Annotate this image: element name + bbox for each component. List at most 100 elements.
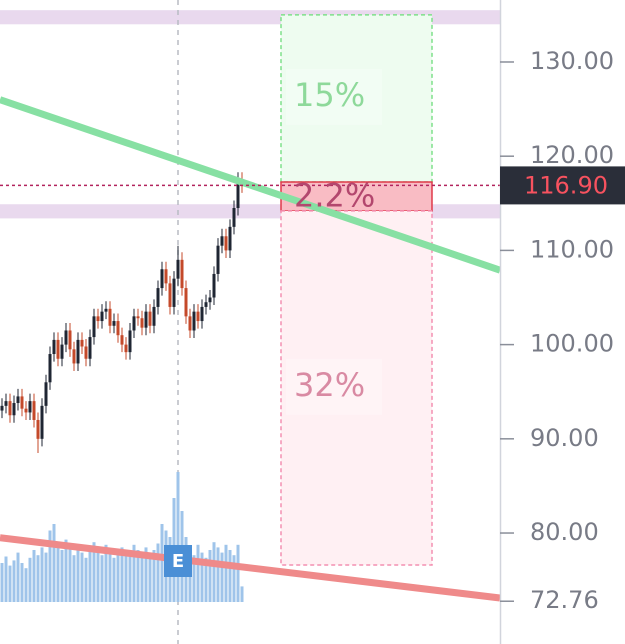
candle-body [72,349,76,364]
volume-bar [112,557,116,602]
volume-bar [136,550,140,602]
volume-bar [80,552,84,602]
y-tick-label: 120.00 [530,141,614,169]
volume-bar [232,555,236,602]
volume-bar [160,524,164,602]
candle-body [236,179,240,209]
volume-bar [192,555,196,602]
volume-bar [60,550,64,602]
volume-bar [100,555,104,602]
candle-body [84,346,88,359]
volume-bar [152,550,156,602]
volume-bar [32,550,36,602]
volume-bar [16,552,20,602]
volume-bar [36,555,40,602]
candle-body [108,308,112,326]
candle-body [156,288,160,307]
volume-bar [56,543,60,602]
volume-bar [96,550,100,602]
position-label: 32% [294,366,365,404]
position-box [280,210,433,566]
volume-bar [176,472,180,602]
volume-bar [68,544,72,602]
candle-body [36,419,40,439]
trendline [0,96,502,274]
candle-body [68,330,72,350]
volume-bar [84,557,88,602]
volume-bar [220,552,224,602]
candle-body [80,339,84,347]
candle-body [164,269,168,284]
candle-body [180,259,184,289]
label-backdrop [286,68,382,125]
candle-body [28,401,32,413]
candle-body [64,330,68,345]
volume-bar [224,544,228,602]
candle-body [168,283,172,307]
candle-body [176,259,180,279]
volume-bar [40,547,44,602]
volume-bar [128,552,132,602]
candle-body [216,245,220,274]
candle-body [16,396,20,404]
candle-body [60,344,64,359]
volume-bar [144,547,148,602]
y-tick-label: 90.00 [530,424,599,452]
volume-bar [108,552,112,602]
candle-body [200,306,204,322]
candle-body [124,344,128,353]
position-label: 15% [294,76,365,114]
candle-body [172,278,176,307]
axis-panel [500,0,625,644]
earnings-marker [164,545,192,577]
candle-body [92,316,96,338]
volume-bar [200,552,204,602]
candle-body [56,339,60,359]
candle-body [152,306,156,326]
volume-bar [124,555,128,602]
candle-body [76,339,80,364]
volume-bar [92,542,96,602]
candle-body [160,269,164,289]
last-price-label: 116.90 [524,171,608,199]
position-label: 2.2% [294,176,375,214]
volume-bar [216,547,220,602]
volume-bar [212,542,216,602]
volume-bar [240,586,244,602]
candle-body [44,382,48,406]
y-tick-label: 72.76 [530,586,599,614]
y-tick-label: 80.00 [530,518,599,546]
volume-bar [24,568,28,602]
volume-bar [204,557,208,602]
candle-body [112,321,116,326]
candle-body [136,316,140,319]
volume-bar [104,544,108,602]
candle-body [32,401,36,420]
candle-body [0,405,4,411]
candle-body [8,401,12,416]
y-tick-label: 110.00 [530,235,614,263]
volume-bar [120,547,124,602]
volume-bar [76,550,80,602]
volume-bar [208,550,212,602]
volume-bar [228,550,232,602]
volume-bar [148,552,152,602]
candle-body [116,321,120,336]
volume-bar [236,544,240,602]
last-price-box [500,166,625,205]
candle-body [184,288,188,317]
y-tick-label: 130.00 [530,47,614,75]
candle-body [232,208,236,227]
candle-body [12,403,16,416]
candle-body [128,330,132,353]
candle-body [4,401,8,406]
volume-bar [52,524,56,602]
candle-body [52,339,56,355]
candle-body [188,316,192,331]
volume-bar [116,550,120,602]
candle-body [132,316,136,331]
candle-body [212,273,216,298]
candle-body [140,318,144,328]
trendline [0,534,501,602]
